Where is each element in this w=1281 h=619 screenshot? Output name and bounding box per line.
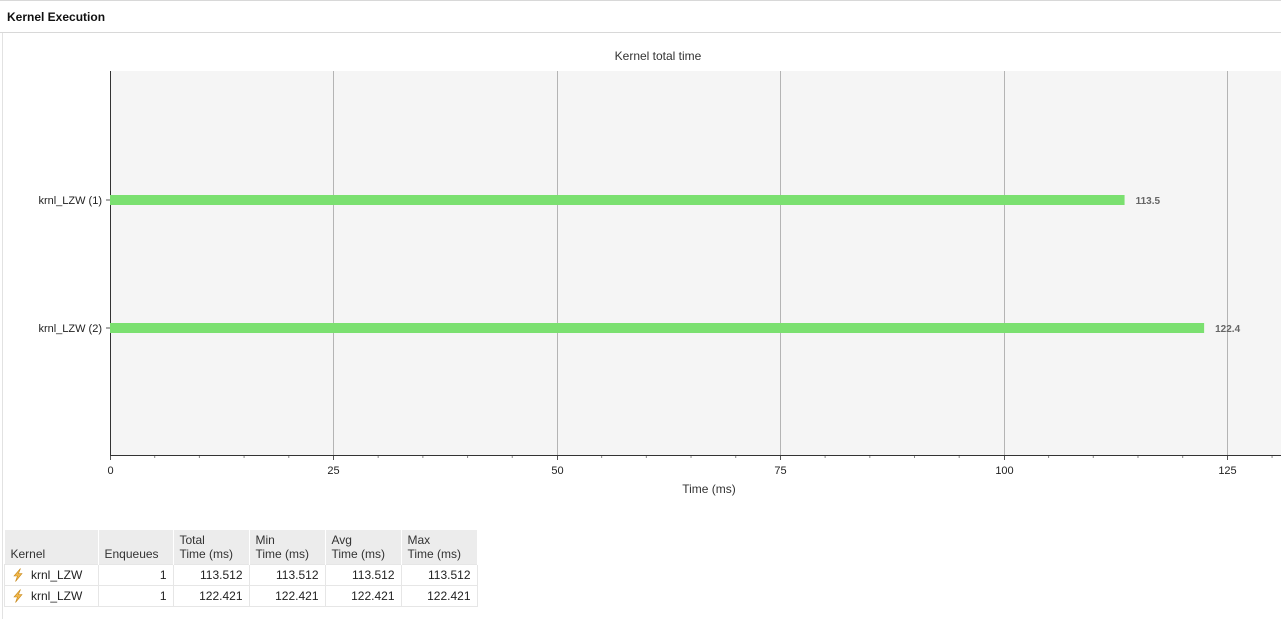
kernel-table: Kernel Enqueues Total Time (ms) Min Time (ms)… bbox=[4, 530, 478, 607]
column-header[interactable]: Min Time (ms) bbox=[249, 530, 326, 565]
x-tick-label: 50 bbox=[551, 465, 563, 477]
column-header[interactable]: Kernel bbox=[4, 530, 99, 565]
column-header[interactable]: Avg Time (ms) bbox=[325, 530, 402, 565]
x-tick-label: 0 bbox=[107, 465, 113, 477]
column-header[interactable]: Enqueues bbox=[98, 530, 174, 565]
column-header-sublabel: Time (ms) bbox=[255, 547, 310, 561]
column-header-label: Max bbox=[407, 533, 431, 547]
enqueues-cell: 1 bbox=[97, 585, 174, 607]
column-header-sublabel: Time (ms) bbox=[331, 547, 386, 561]
max-cell: 113.512 bbox=[400, 564, 478, 586]
column-header-label: Enqueues bbox=[104, 547, 159, 561]
total-cell: 113.512 bbox=[172, 564, 250, 586]
x-tick-label: 75 bbox=[774, 465, 786, 477]
table-row[interactable]: krnl_LZW 1 122.421 122.421 122.421 122.421 bbox=[4, 585, 478, 607]
bar-data-label: 113.5 bbox=[1136, 196, 1161, 207]
kernel-bolt-icon bbox=[13, 568, 23, 582]
avg-cell: 113.512 bbox=[324, 564, 402, 586]
column-header-label: Avg bbox=[331, 533, 352, 547]
plot-area bbox=[110, 71, 1281, 455]
kernel-bolt-icon bbox=[13, 589, 23, 603]
min-cell: 113.512 bbox=[248, 564, 326, 586]
bar-data-label: 122.4 bbox=[1215, 324, 1240, 335]
x-axis-label: Time (ms) bbox=[682, 482, 736, 496]
table-header-row: Kernel Enqueues Total Time (ms) Min Time (ms)… bbox=[4, 530, 478, 565]
column-header-sublabel: Time (ms) bbox=[407, 547, 462, 561]
column-header-label: Min bbox=[255, 533, 275, 547]
column-header-label: Kernel bbox=[10, 547, 46, 561]
x-tick-label: 100 bbox=[995, 465, 1013, 477]
x-tick-label: 25 bbox=[327, 465, 339, 477]
total-cell: 122.421 bbox=[172, 585, 250, 607]
y-category-label: krnl_LZW (1) bbox=[38, 195, 102, 207]
panel-header: Kernel Execution bbox=[0, 0, 1281, 33]
table-row[interactable]: krnl_LZW 1 113.512 113.512 113.512 113.512 bbox=[4, 564, 478, 586]
chart-title: Kernel total time bbox=[615, 49, 702, 63]
min-cell: 122.421 bbox=[248, 585, 326, 607]
content-area bbox=[2, 33, 1281, 619]
column-header-label: Total bbox=[179, 533, 205, 547]
enqueues-cell: 1 bbox=[97, 564, 174, 586]
column-header-sublabel: Time (ms) bbox=[179, 547, 234, 561]
avg-cell: 122.421 bbox=[324, 585, 402, 607]
bar bbox=[110, 195, 1125, 205]
kernel-cell: krnl_LZW bbox=[4, 585, 99, 607]
kernel-name: krnl_LZW bbox=[31, 589, 83, 603]
x-tick-label: 125 bbox=[1218, 465, 1236, 477]
column-header[interactable]: Max Time (ms) bbox=[401, 530, 478, 565]
panel-title: Kernel Execution bbox=[7, 10, 106, 24]
kernel-cell: krnl_LZW bbox=[4, 564, 99, 586]
column-header[interactable]: Total Time (ms) bbox=[173, 530, 250, 565]
y-category-label: krnl_LZW (2) bbox=[38, 323, 102, 335]
kernel-name: krnl_LZW bbox=[31, 568, 83, 582]
max-cell: 122.421 bbox=[400, 585, 478, 607]
kernel-time-chart: Kernel total time 0 25 50 75 100 125 krnl_LZW … bbox=[38, 49, 1281, 496]
bar bbox=[110, 323, 1205, 333]
